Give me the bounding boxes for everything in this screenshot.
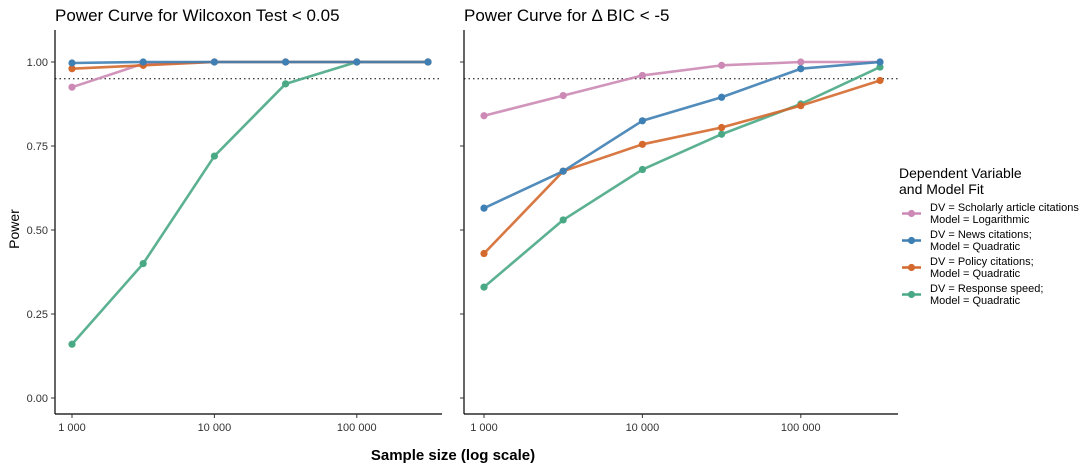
data-point: [638, 71, 646, 80]
x-tick-label: 100 000: [337, 422, 377, 434]
legend-entry-label: Model = Quadratic: [930, 295, 1021, 307]
data-point: [68, 83, 76, 91]
data-point: [797, 102, 805, 110]
data-point: [424, 58, 432, 66]
y-tick-label: 0.50: [27, 225, 48, 237]
data-point: [876, 58, 884, 66]
data-point: [638, 117, 646, 125]
panel-title: Power Curve for Wilcoxon Test < 0.05: [55, 6, 340, 25]
y-tick-label: 0.75: [27, 141, 48, 153]
data-point: [282, 58, 290, 66]
series-line: [483, 60, 880, 118]
data-point: [559, 216, 567, 224]
legend-entry-label: Model = Quadratic: [930, 268, 1021, 280]
y-tick-label: 1.00: [27, 57, 48, 69]
data-point: [876, 63, 884, 71]
series-line: [71, 60, 428, 346]
legend-key-point: [907, 236, 916, 245]
data-point: [718, 93, 726, 101]
data-point: [638, 165, 646, 174]
data-point: [480, 204, 488, 212]
data-point: [876, 76, 884, 85]
y-tick-label: 0.25: [27, 309, 48, 321]
legend-entry-label: DV = News citations;: [930, 229, 1032, 241]
data-point: [480, 283, 488, 291]
data-point: [139, 58, 147, 66]
legend-entry-label: Model = Quadratic: [930, 241, 1021, 253]
data-point: [139, 260, 147, 268]
x-tick-label: 1 000: [470, 422, 498, 434]
y-tick-label: 0.00: [27, 393, 48, 405]
legend-entry-label: DV = Policy citations;: [930, 256, 1034, 268]
series-line: [483, 79, 881, 255]
y-axis-title: Power: [6, 209, 22, 249]
x-tick-label: 1 000: [58, 422, 86, 434]
data-point: [480, 112, 488, 120]
data-point: [718, 61, 726, 69]
x-axis-title: Sample size (log scale): [371, 447, 535, 463]
data-point: [718, 123, 726, 132]
legend-title: and Model Fit: [899, 181, 984, 197]
data-point: [797, 58, 805, 66]
data-point: [353, 58, 361, 66]
legend-entry-label: DV = Response speed;: [930, 283, 1043, 295]
data-point: [559, 167, 567, 175]
legend-key-point: [907, 290, 916, 299]
data-point: [210, 152, 218, 160]
x-tick-label: 10 000: [198, 422, 232, 434]
panel-title: Power Curve for Δ BIC < -5: [464, 6, 670, 25]
data-point: [718, 130, 726, 138]
data-point: [282, 80, 290, 88]
data-point: [559, 92, 567, 100]
data-point: [638, 140, 646, 148]
data-point: [210, 58, 218, 66]
panel-2: Power Curve for Δ BIC < -5 1 000 10 000 100…: [460, 6, 898, 434]
x-tick-label: 100 000: [781, 422, 821, 434]
legend-key-point: [907, 209, 916, 218]
series-line: [483, 60, 881, 210]
series-line: [71, 60, 428, 65]
legend-key-point: [907, 263, 916, 272]
legend-entry-label: Model = Logarithmic: [930, 214, 1030, 226]
data-point: [68, 59, 76, 67]
data-point: [68, 340, 76, 348]
data-point: [797, 65, 805, 73]
data-point: [480, 249, 488, 258]
data-point: [68, 65, 76, 73]
x-tick-label: 10 000: [626, 422, 660, 434]
series-line: [483, 65, 881, 289]
legend-title: Dependent Variable: [899, 165, 1022, 181]
legend-entry-label: DV = Scholarly article citations: [930, 202, 1079, 214]
panel-1: Power Curve for Wilcoxon Test < 0.05 0.00…: [27, 6, 442, 434]
